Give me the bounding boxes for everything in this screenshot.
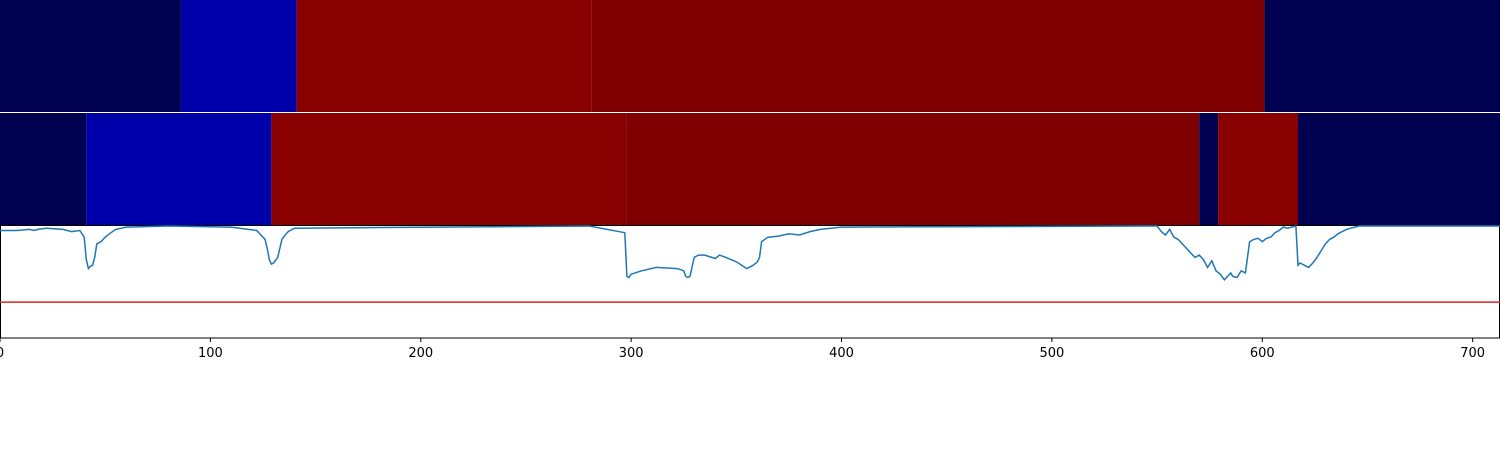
x-tick-label: 100 [198, 346, 223, 361]
x-tick-label: 700 [1460, 346, 1485, 361]
heatmap-row-1-segment-3 [296, 0, 592, 112]
heatmap-row-2-segment-4 [626, 113, 1200, 226]
x-tick-label: 600 [1250, 346, 1275, 361]
line-panel-frame [0, 225, 1500, 339]
heatmap-row-2-segment-7 [1298, 113, 1500, 226]
series-line [0, 225, 1500, 281]
heatmap-row-1-segment-4 [591, 0, 1265, 112]
heatmap-row-1-segment-1 [0, 0, 181, 112]
x-tick-label: 300 [619, 346, 644, 361]
heatmap-row-2-segment-6 [1218, 113, 1299, 226]
heatmap-row-2-segment-2 [86, 113, 272, 226]
heatmap-row-1-segment-2 [180, 0, 297, 112]
heatmap-row-2-segment-5 [1199, 113, 1219, 226]
heatmap-row-2-segment-1 [0, 113, 87, 226]
heatmap-row-2-segment-3 [271, 113, 627, 226]
x-tick-label: 400 [829, 346, 854, 361]
heatmap-rows [0, 0, 1500, 226]
x-tick-label: 0 [0, 346, 4, 361]
line-panel [0, 225, 1500, 339]
x-axis: 0 100 200 300 400 500 600 700 [0, 338, 1485, 361]
x-tick-label: 200 [408, 346, 433, 361]
x-tick-label: 500 [1039, 346, 1064, 361]
heatmap-row-1-segment-5 [1264, 0, 1500, 112]
